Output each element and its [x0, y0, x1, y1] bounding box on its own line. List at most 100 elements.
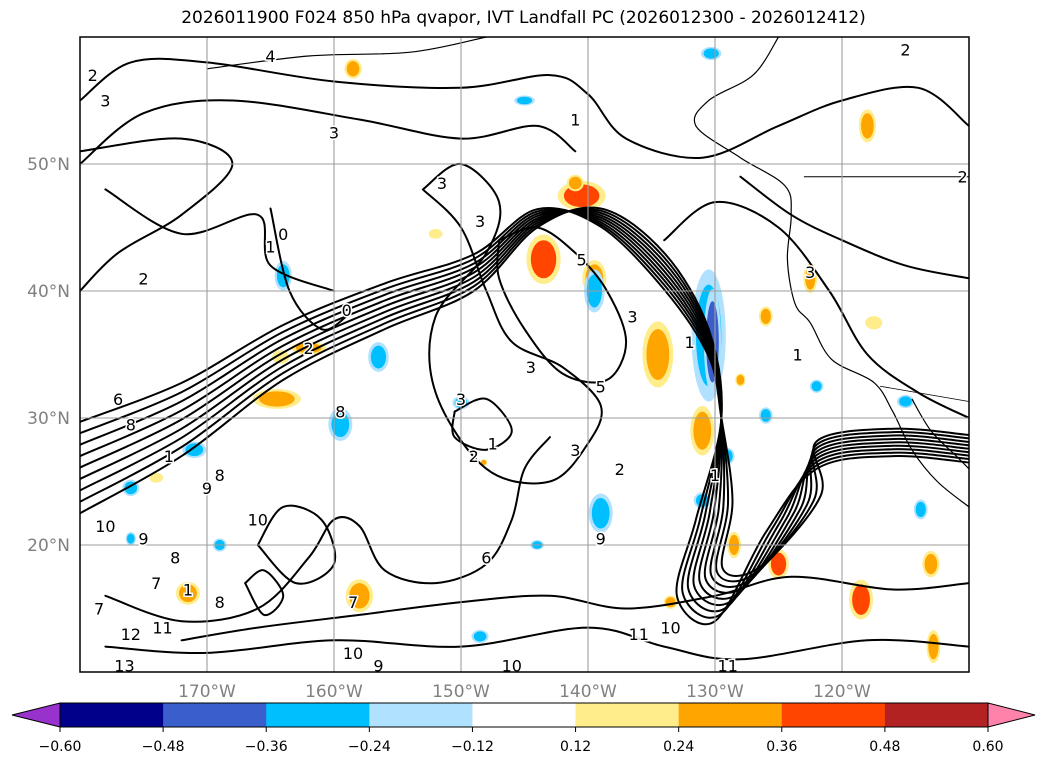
contour-label: 10: [95, 517, 115, 536]
colorbar-tick-label: −0.60: [39, 739, 82, 755]
contour-label: 3: [100, 92, 110, 111]
contour-line: [80, 210, 969, 594]
colorbar-extend-high: [987, 702, 1036, 728]
colorbar-segment: [678, 703, 783, 727]
anomaly-blob: [430, 230, 441, 238]
contour-label: 9: [138, 530, 148, 549]
contour-line: [80, 209, 969, 607]
longitude-tick-label: 140°W: [559, 682, 617, 702]
contour-label: 10: [248, 511, 268, 530]
contour-line: [269, 207, 348, 331]
anomaly-blob: [805, 266, 816, 290]
colorbar-tick-label: 0.12: [560, 739, 591, 755]
contour-label: 0: [278, 225, 288, 244]
us-mexico-border: [880, 385, 969, 402]
colorbar-tick-label: 0.36: [766, 739, 797, 755]
contour-label: 1: [570, 111, 580, 130]
contour-line: [80, 206, 969, 626]
longitude-tick-label: 160°W: [305, 682, 363, 702]
contour-label: 3: [475, 212, 485, 231]
contour-label: 3: [437, 174, 447, 193]
longitude-tick-label: 130°W: [686, 682, 744, 702]
anomaly-blob: [473, 631, 487, 642]
contour-line: [80, 207, 969, 619]
longitude-tick-label: 170°W: [178, 682, 236, 702]
contour-label: 10: [660, 619, 680, 638]
contour-label: 4: [265, 47, 275, 66]
anomaly-blob: [349, 583, 370, 609]
contour-label: 8: [335, 403, 345, 422]
anomaly-blob: [568, 176, 582, 190]
contour-label: 3: [526, 358, 536, 377]
colorbar-tick-label: −0.48: [142, 739, 185, 755]
contour-label: 7: [151, 574, 161, 593]
axis-tick-labels: 170°W 160°W 150°W 140°W 130°W 120°W 20°N 30°N 40…: [27, 155, 871, 702]
latitude-tick-label: 30°N: [27, 409, 70, 429]
anomaly-blob: [924, 553, 938, 575]
contour-label: 3: [329, 123, 339, 142]
contour-label: 8: [126, 415, 136, 434]
longitude-tick-label: 120°W: [813, 682, 871, 702]
contour-label: 1: [710, 466, 720, 485]
colorbar-extend-low: [11, 702, 61, 728]
contour-label: 2: [615, 460, 625, 479]
colorbar-segment: [472, 703, 577, 727]
map-gridlines: [80, 37, 969, 672]
colorbar-segment: [781, 703, 886, 727]
contour-line: [104, 626, 969, 661]
colorbar-segment: [163, 703, 267, 727]
anomaly-blob: [760, 409, 771, 422]
anomaly-blob: [899, 396, 912, 407]
anomaly-blob: [516, 96, 533, 105]
contour-label: 9: [596, 530, 606, 549]
anomaly-blob: [693, 411, 712, 450]
contour-line: [496, 226, 628, 384]
latitude-tick-label: 50°N: [27, 155, 70, 175]
colorbar-segment: [884, 703, 989, 727]
contour-label: 6: [113, 390, 123, 409]
anomaly-blob: [185, 443, 204, 457]
anomaly-blob: [646, 329, 670, 380]
contour-label: 7: [348, 593, 358, 612]
contour-label: 10: [502, 657, 522, 676]
anomaly-blob: [370, 345, 387, 369]
contour-label: 3: [805, 263, 815, 282]
contour-label: 2: [138, 269, 148, 288]
contour-label: 9: [373, 657, 383, 676]
contour-line: [80, 137, 234, 292]
contour-label: 10: [343, 644, 363, 663]
contour-label: 2: [900, 41, 910, 60]
colorbar-segment: [266, 703, 370, 727]
contour-line: [421, 162, 603, 485]
colorbar-tick-label: −0.36: [245, 739, 288, 755]
contour-line: [80, 208, 969, 583]
colorbar-segment: [369, 703, 473, 727]
contour-line: [80, 207, 969, 577]
contour-label: 3: [456, 390, 466, 409]
contour-label: 2: [958, 168, 968, 187]
latitude-tick-label: 20°N: [27, 536, 70, 556]
contour-label: 3: [627, 307, 637, 326]
anomaly-blob: [591, 498, 610, 529]
map-background: [80, 37, 969, 672]
contour-line: [104, 436, 551, 623]
anomaly-shading: [122, 46, 941, 664]
anomaly-blob: [760, 308, 771, 325]
anomaly-blob: [481, 459, 487, 465]
contour-label: 3: [570, 441, 580, 460]
anomaly-blob: [811, 381, 822, 392]
contour-label: 1: [164, 447, 174, 466]
contour-label: 8: [215, 593, 225, 612]
gulf-of-california-coast: [911, 398, 969, 470]
contour-label: 0: [342, 301, 352, 320]
anomaly-blob: [861, 113, 874, 139]
contour-label: 8: [170, 549, 180, 568]
colorbar-frame: [59, 702, 989, 728]
longitude-tick-label: 150°W: [432, 682, 490, 702]
anomaly-blob: [151, 473, 162, 482]
anomaly-blob: [295, 343, 322, 354]
coastline: [206, 37, 969, 508]
colorbar-segment: [575, 703, 680, 727]
contour-label: 12: [121, 625, 141, 644]
contour-line: [80, 209, 969, 613]
